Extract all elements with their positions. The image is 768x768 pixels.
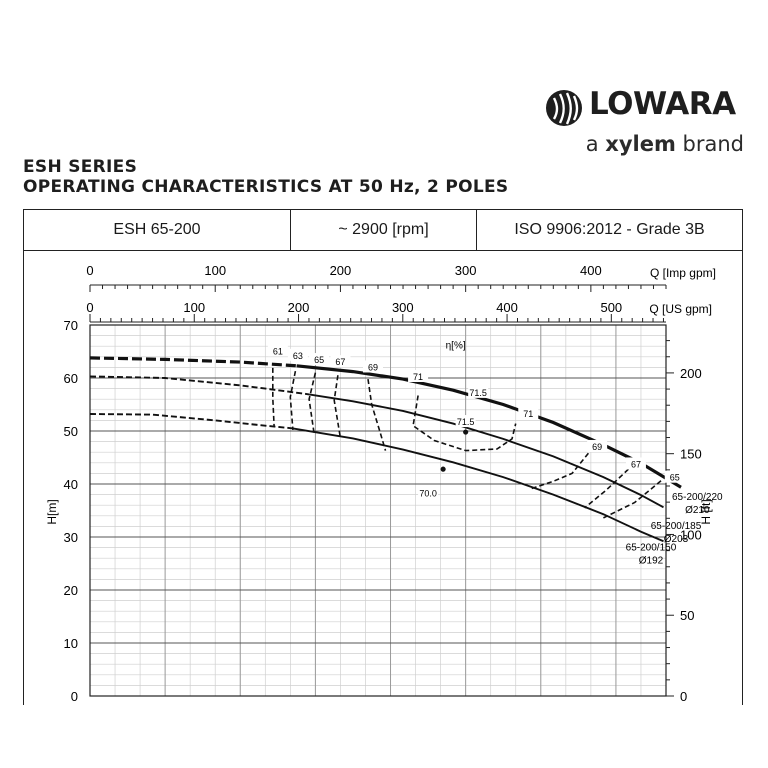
efficiency-label-bg bbox=[330, 355, 351, 368]
efficiency-label-bg bbox=[287, 348, 308, 361]
efficiency-label: 67 bbox=[631, 459, 641, 469]
x-tick-label-imp: 200 bbox=[330, 263, 352, 278]
efficiency-label: 69 bbox=[592, 442, 602, 452]
iso-efficiency-line bbox=[308, 372, 317, 434]
efficiency-label-bg bbox=[267, 344, 288, 357]
spec-header: ESH 65-200 ~ 2900 [rpm] ISO 9906:2012 - … bbox=[23, 209, 743, 251]
y-tick-label-m: 70 bbox=[64, 318, 78, 333]
y-tick-label-m: 40 bbox=[64, 477, 78, 492]
efficiency-label: 71.5 bbox=[457, 417, 475, 427]
brand-name: LOWARA bbox=[589, 86, 736, 122]
efficiency-label-bg bbox=[587, 439, 608, 452]
y-tick-label-ft: 150 bbox=[680, 447, 702, 462]
efficiency-label-bg bbox=[518, 407, 539, 420]
series-label-diameter: Ø203 bbox=[664, 534, 689, 545]
x-tick-label-us: 200 bbox=[288, 300, 310, 315]
brand-block: LOWARA a xylem brand bbox=[544, 82, 744, 162]
series-label: 65-200/185 bbox=[651, 521, 702, 532]
y-tick-label-m: 10 bbox=[64, 636, 78, 651]
x-tick-label-us: 400 bbox=[496, 300, 518, 315]
y-tick-label-m: 30 bbox=[64, 530, 78, 545]
efficiency-label: 65 bbox=[670, 473, 680, 483]
efficiency-label-bg bbox=[418, 486, 439, 499]
pump-curve-dashed bbox=[89, 375, 310, 396]
y-tick-label-ft: 0 bbox=[680, 689, 687, 704]
series-label-diameter: Ø210 bbox=[685, 505, 710, 516]
series-label: 65-200/150 bbox=[626, 542, 677, 553]
efficiency-label: 71 bbox=[523, 409, 533, 419]
page-title: ESH SERIES OPERATING CHARACTERISTICS AT … bbox=[23, 157, 508, 197]
x-tick-label-us: 0 bbox=[86, 300, 93, 315]
title-line2: OPERATING CHARACTERISTICS AT 50 Hz, 2 PO… bbox=[23, 177, 509, 197]
efficiency-marker bbox=[440, 466, 446, 472]
pump-curve-dashed bbox=[89, 356, 297, 368]
x-tick-label-imp: 400 bbox=[580, 263, 602, 278]
efficiency-label: 69 bbox=[368, 362, 378, 372]
y-tick-label-m: 20 bbox=[64, 583, 78, 598]
lowara-swirl-icon bbox=[546, 90, 582, 126]
series-label-diameter: Ø192 bbox=[639, 555, 664, 566]
efficiency-label: 65 bbox=[314, 355, 324, 365]
y-axis-label-right: H [ft] bbox=[699, 499, 713, 524]
efficiency-label: 67 bbox=[335, 357, 345, 367]
pump-curve-solid bbox=[296, 364, 682, 489]
x-axis-label-us: Q [US gpm] bbox=[649, 302, 712, 316]
x-tick-label-imp: 300 bbox=[455, 263, 477, 278]
iso-efficiency-line bbox=[412, 395, 517, 452]
x-tick-label-imp: 0 bbox=[86, 263, 93, 278]
speed-cell: ~ 2900 [rpm] bbox=[291, 210, 477, 250]
x-axis-label-imp: Q [Imp gpm] bbox=[650, 266, 716, 280]
efficiency-label-bg bbox=[309, 353, 330, 366]
pump-curve-solid bbox=[292, 427, 664, 543]
x-tick-label-us: 500 bbox=[600, 300, 622, 315]
efficiency-label-bg bbox=[408, 370, 429, 382]
pump-curve-solid bbox=[308, 393, 664, 509]
y-tick-label-m: 50 bbox=[64, 424, 78, 439]
series-label: 65-200/220 bbox=[672, 492, 723, 503]
efficiency-label: 71 bbox=[413, 372, 423, 382]
x-tick-label-us: 300 bbox=[392, 300, 414, 315]
y-tick-label-m: 60 bbox=[64, 371, 78, 386]
iso-efficiency-line bbox=[530, 452, 590, 490]
title-line1: ESH SERIES bbox=[23, 157, 138, 177]
standard-cell: ISO 9906:2012 - Grade 3B bbox=[514, 221, 705, 238]
efficiency-label-bg bbox=[625, 457, 646, 470]
efficiency-label-bg bbox=[468, 385, 489, 398]
efficiency-label: 71.5 bbox=[469, 388, 487, 398]
iso-efficiency-line bbox=[584, 468, 629, 509]
chart-frame bbox=[23, 250, 743, 705]
efficiency-marker bbox=[463, 429, 469, 435]
plot-border bbox=[89, 324, 667, 697]
x-tick-label-us: 100 bbox=[183, 300, 205, 315]
y-tick-label-ft: 50 bbox=[680, 608, 694, 623]
efficiency-label-bg bbox=[664, 470, 685, 483]
iso-efficiency-line bbox=[272, 367, 275, 427]
x-tick-label-imp: 100 bbox=[204, 263, 226, 278]
efficiency-axis-label: η[%] bbox=[446, 340, 466, 351]
iso-efficiency-line bbox=[603, 480, 662, 519]
efficiency-label: 63 bbox=[293, 351, 303, 361]
pump-curve-dashed bbox=[89, 413, 293, 430]
efficiency-label-bg bbox=[455, 415, 476, 428]
brand-tagline: a xylem brand bbox=[585, 132, 744, 156]
efficiency-label: 61 bbox=[273, 347, 283, 357]
efficiency-label-bg bbox=[362, 360, 383, 373]
efficiency-label: 70.0 bbox=[419, 489, 437, 499]
y-axis-label-left: H[m] bbox=[45, 499, 59, 524]
y-tick-label-m: 0 bbox=[71, 689, 78, 704]
model-cell: ESH 65-200 bbox=[24, 210, 291, 250]
iso-efficiency-line bbox=[333, 375, 342, 439]
iso-efficiency-line bbox=[367, 378, 387, 451]
y-tick-label-ft: 100 bbox=[680, 527, 702, 542]
y-tick-label-ft: 200 bbox=[680, 366, 702, 381]
iso-efficiency-line bbox=[289, 370, 297, 430]
